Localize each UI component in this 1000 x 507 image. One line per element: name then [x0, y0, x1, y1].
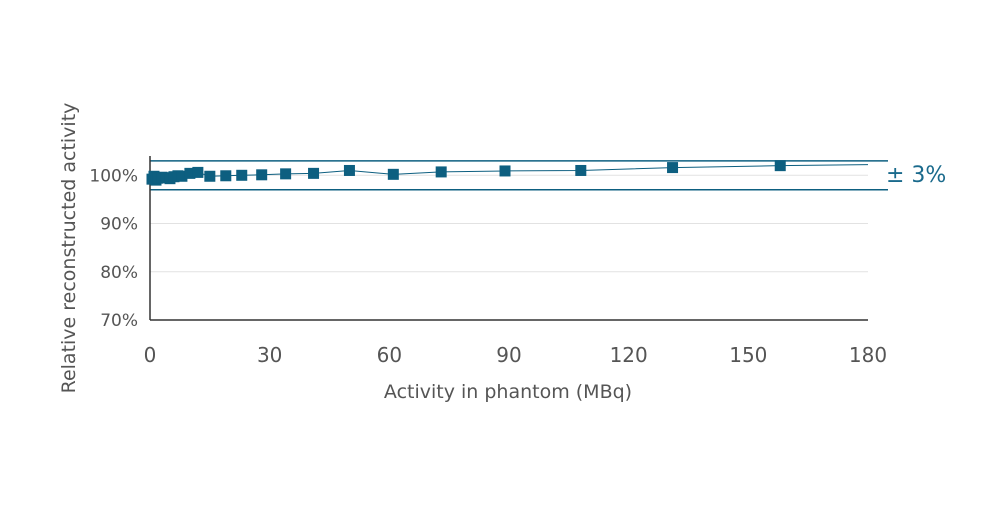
- data-point: [774, 160, 786, 172]
- data-point: [387, 168, 399, 180]
- data-point: [575, 164, 587, 176]
- grid-lines: [150, 174, 868, 321]
- data-series: [146, 160, 869, 186]
- data-point: [192, 166, 204, 178]
- data-point: [220, 170, 232, 182]
- x-axis-label: Activity in phantom (MBq): [384, 381, 632, 403]
- x-tick-label: 0: [144, 343, 157, 367]
- tolerance-band: [150, 160, 888, 191]
- x-tick-label: 30: [257, 343, 282, 367]
- y-tick-label: 90%: [100, 215, 138, 235]
- x-tick-label: 60: [377, 343, 402, 367]
- series-line-tail: [780, 164, 869, 167]
- data-point: [435, 166, 447, 178]
- data-point: [343, 164, 355, 176]
- data-point: [667, 162, 679, 174]
- y-axis-label: Relative reconstructed activity: [58, 103, 80, 394]
- y-tick-label: 100%: [89, 166, 138, 186]
- y-tick-label: 80%: [100, 263, 138, 283]
- data-point: [499, 165, 511, 177]
- x-tick-label: 120: [610, 343, 648, 367]
- data-point: [236, 169, 248, 181]
- x-tick-label: 180: [849, 343, 887, 367]
- x-tick-label: 150: [729, 343, 767, 367]
- tolerance-band-label: ± 3%: [886, 163, 946, 188]
- data-point: [176, 170, 188, 182]
- x-tick-labels: 0 30 60 90 120 150 180: [144, 343, 887, 367]
- axes: [149, 156, 868, 321]
- data-point: [184, 167, 196, 179]
- y-tick-labels: 70% 80% 90% 100%: [89, 166, 138, 331]
- data-point: [308, 167, 320, 179]
- data-point: [280, 168, 292, 180]
- data-point: [256, 169, 268, 181]
- data-point: [204, 170, 216, 182]
- y-tick-label: 70%: [100, 311, 138, 331]
- x-tick-label: 90: [496, 343, 521, 367]
